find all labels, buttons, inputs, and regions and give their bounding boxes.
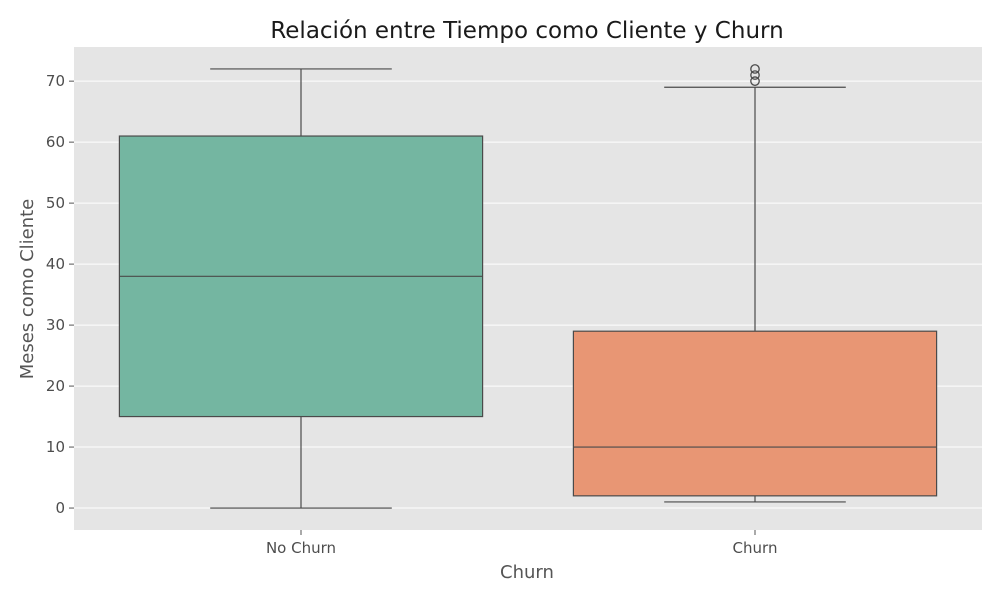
y-tick-label: 30 <box>46 316 65 334</box>
y-tick-label: 40 <box>46 255 65 273</box>
box-churn <box>572 64 938 503</box>
outlier-point <box>750 70 760 80</box>
y-tick-label: 70 <box>46 72 65 90</box>
box-no-churn <box>118 68 484 509</box>
x-tick-labels: No Churn Churn <box>266 530 777 557</box>
y-tick-labels: 0 10 20 30 40 50 60 70 <box>46 72 74 517</box>
outlier-point <box>750 76 760 87</box>
outlier-point <box>750 64 760 74</box>
y-axis-label: Meses como Cliente <box>17 199 38 380</box>
y-tick-label: 0 <box>55 499 65 517</box>
chart-title: Relación entre Tiempo como Cliente y Chu… <box>270 18 783 44</box>
y-tick-label: 50 <box>46 194 65 212</box>
x-axis-label: Churn <box>500 562 554 583</box>
x-tick-label: No Churn <box>266 539 336 557</box>
y-tick-label: 10 <box>46 438 65 456</box>
x-tick-label: Churn <box>733 539 778 557</box>
box-series <box>118 64 938 509</box>
y-tick-label: 60 <box>46 133 65 151</box>
iqr-box <box>572 330 938 497</box>
y-tick-label: 20 <box>46 377 65 395</box>
